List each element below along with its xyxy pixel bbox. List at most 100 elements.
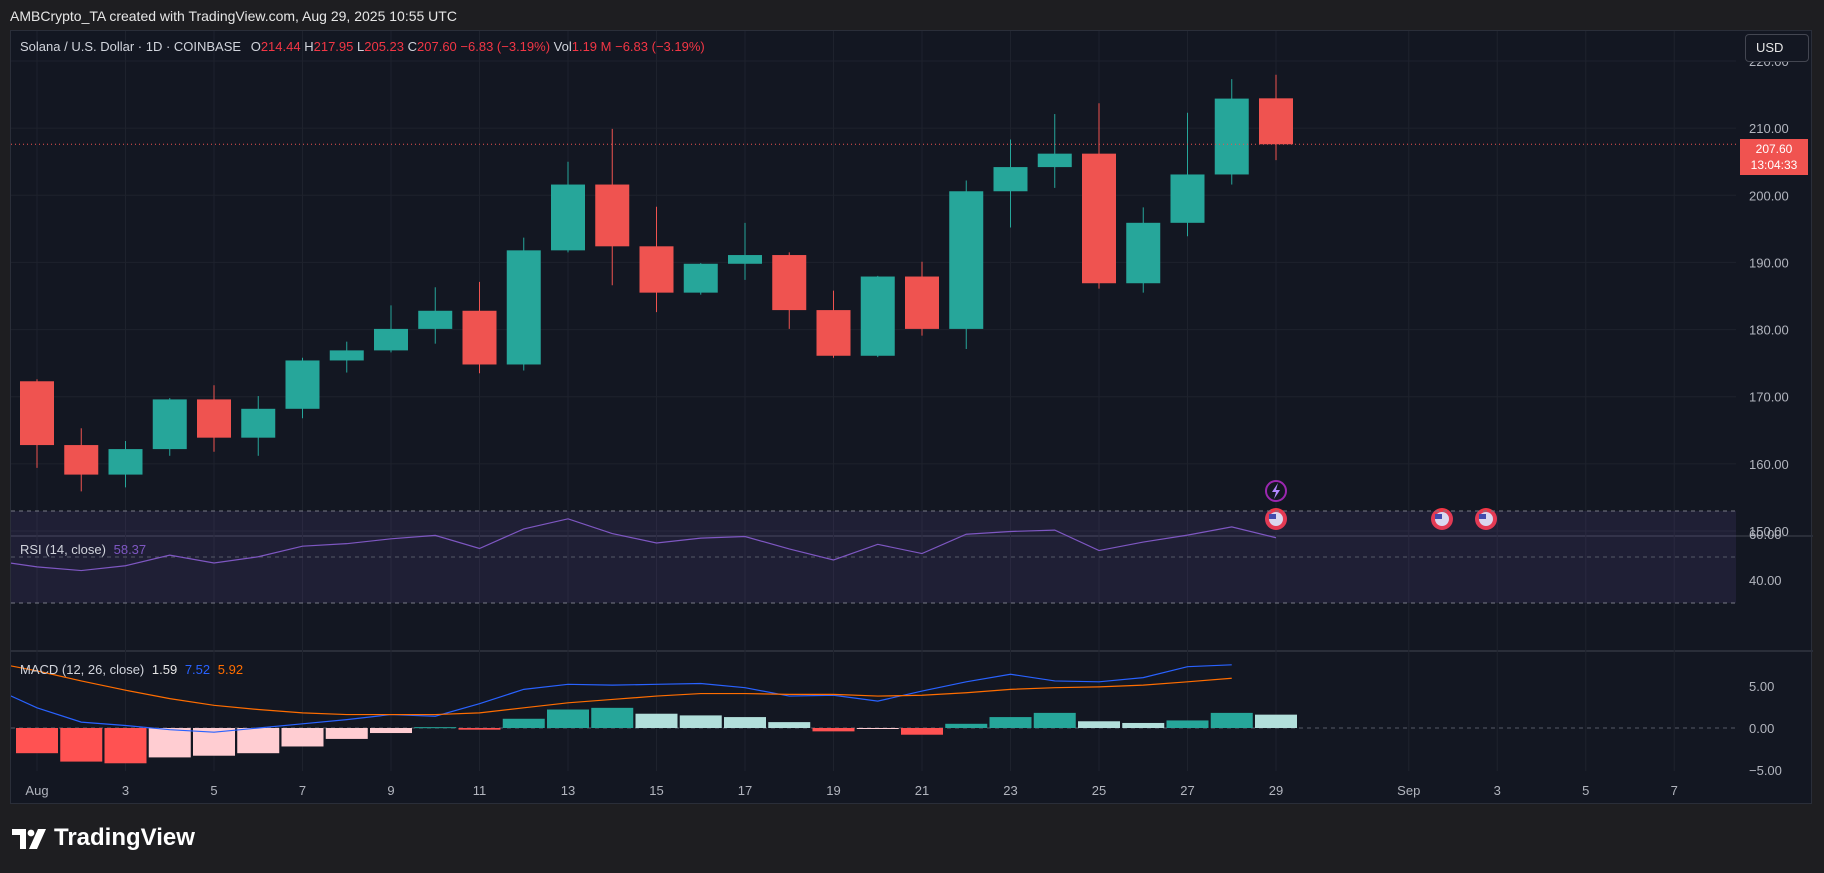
x-tick-label: 29 [1269,783,1283,798]
macd-histogram-bar [281,728,324,747]
macd-histogram-bar [1033,712,1076,728]
candle-body [1037,153,1072,168]
candle-body [241,408,276,438]
x-tick-label: 17 [738,783,752,798]
candle-body [772,255,807,311]
macd-histogram-bar [458,728,501,730]
macd-histogram-bar [60,728,103,762]
x-tick-label: 9 [387,783,394,798]
rsi-legend-title: RSI (14, close) [20,542,106,557]
volume-value: 1.19 M [571,39,612,54]
macd-histogram-bar [591,707,634,728]
macd-histogram-bar [989,717,1032,728]
chart-canvas[interactable]: Aug 3 5 7 9 11 13 15 17 19 21 23 25 27 29 Sep 3 5 7 150.00 1… [11,31,1813,805]
currency-button[interactable]: USD [1745,34,1809,62]
low-value: 205.23 [364,39,404,54]
macd-y-tick-label: 5.00 [1749,679,1774,694]
y-tick-label: 180.00 [1749,323,1789,338]
candle-body [152,399,187,450]
candle-body [329,350,364,361]
x-tick-label: 13 [561,783,575,798]
close-value: 207.60 [417,39,457,54]
last-price-value: 207.60 [1755,142,1793,156]
volume-change-value: −6.83 (−3.19%) [615,39,705,54]
macd-histogram-bar [724,717,766,728]
symbol-title[interactable]: Solana / U.S. Dollar · 1D · COINBASE [20,39,242,54]
macd-histogram-bar [1078,721,1120,728]
rsi-line [11,518,1277,572]
flash-event-bolt [1272,483,1280,499]
us-flag-canton [1479,514,1486,519]
chart-caption: AMBCrypto_TA created with TradingView.co… [10,8,457,24]
y-tick-label: 190.00 [1749,255,1789,270]
x-tick-label: Sep [1397,783,1420,798]
x-tick-label: 23 [1003,783,1017,798]
tradingview-brand: TradingView [54,824,195,851]
macd-histogram-bar [1255,714,1297,728]
candle-body [639,246,674,293]
rsi-legend-value: 58.37 [113,542,147,557]
y-tick-label: 200.00 [1749,188,1789,203]
rsi-band [11,511,1736,603]
candle-body [1170,174,1205,223]
candle-body [949,191,984,329]
x-tick-label: 25 [1092,783,1106,798]
rsi-legend[interactable]: RSI (14, close) 58.37 [20,542,146,557]
macd-legend-title: MACD (12, 26, close) [20,662,145,677]
macd-histogram-bar [945,723,988,728]
us-flag-canton [1269,514,1276,519]
candle-body [418,310,453,329]
x-tick-label: 3 [122,783,129,798]
macd-histogram-bar [547,709,589,728]
candle-body [683,263,718,293]
x-tick-label: 27 [1180,783,1194,798]
x-tick-label: Aug [25,783,48,798]
candle-body [1259,98,1293,145]
candle-body [506,250,541,365]
tradingview-logo[interactable]: TradingView [12,824,195,852]
y-tick-label: 150.00 [1749,524,1789,539]
open-value: 214.44 [260,39,301,54]
x-tick-label: 19 [826,783,840,798]
x-tick-label: 3 [1494,783,1501,798]
macd-legend-macd: 7.52 [184,662,211,677]
chart-frame[interactable]: Aug 3 5 7 9 11 13 15 17 19 21 23 25 27 29 Sep 3 5 7 150.00 1… [10,30,1813,805]
macd-y-tick-label: −5.00 [1749,763,1782,778]
macd-legend-signal: 5.92 [217,662,244,677]
volume-label: Vol [553,39,572,54]
x-tick-label: 11 [473,783,487,798]
macd-histogram-bar [679,715,722,728]
candle-body [108,449,143,475]
bar-countdown: 13:04:33 [1750,158,1798,172]
candle-body [197,399,231,438]
candle-body [551,184,585,251]
candle-body [1082,153,1116,284]
candle-body [20,381,54,446]
macd-histogram-bar [856,728,899,729]
macd-legend-hist: 1.59 [151,662,178,677]
macd-histogram-bar [812,728,855,732]
candle-body [905,276,939,329]
macd-legend[interactable]: MACD (12, 26, close) 1.59 7.52 5.92 [20,662,243,677]
rsi-y-tick-label: 60.00 [1749,527,1782,542]
macd-histogram-bar [414,727,457,729]
symbol-legend: Solana / U.S. Dollar · 1D · COINBASE O21… [20,39,705,54]
rsi-y-tick-label: 40.00 [1749,573,1782,588]
macd-histogram-bar [104,728,147,764]
macd-histogram-bar [901,728,943,735]
us-flag-canton [1435,514,1442,519]
tradingview-logo-icon [12,829,46,849]
macd-histogram-bar [325,728,368,739]
high-label: H [304,39,314,54]
candle-body [816,310,851,356]
macd-histogram-bar [148,728,191,758]
macd-histogram-bar [768,722,811,728]
x-tick-label: 15 [649,783,663,798]
candle-body [860,276,895,356]
candle-body [64,445,99,475]
candle-body [728,255,762,264]
macd-histogram-bar [502,718,545,728]
macd-histogram-bar [1122,722,1165,728]
open-label: O [250,39,261,54]
low-label: L [357,39,365,54]
